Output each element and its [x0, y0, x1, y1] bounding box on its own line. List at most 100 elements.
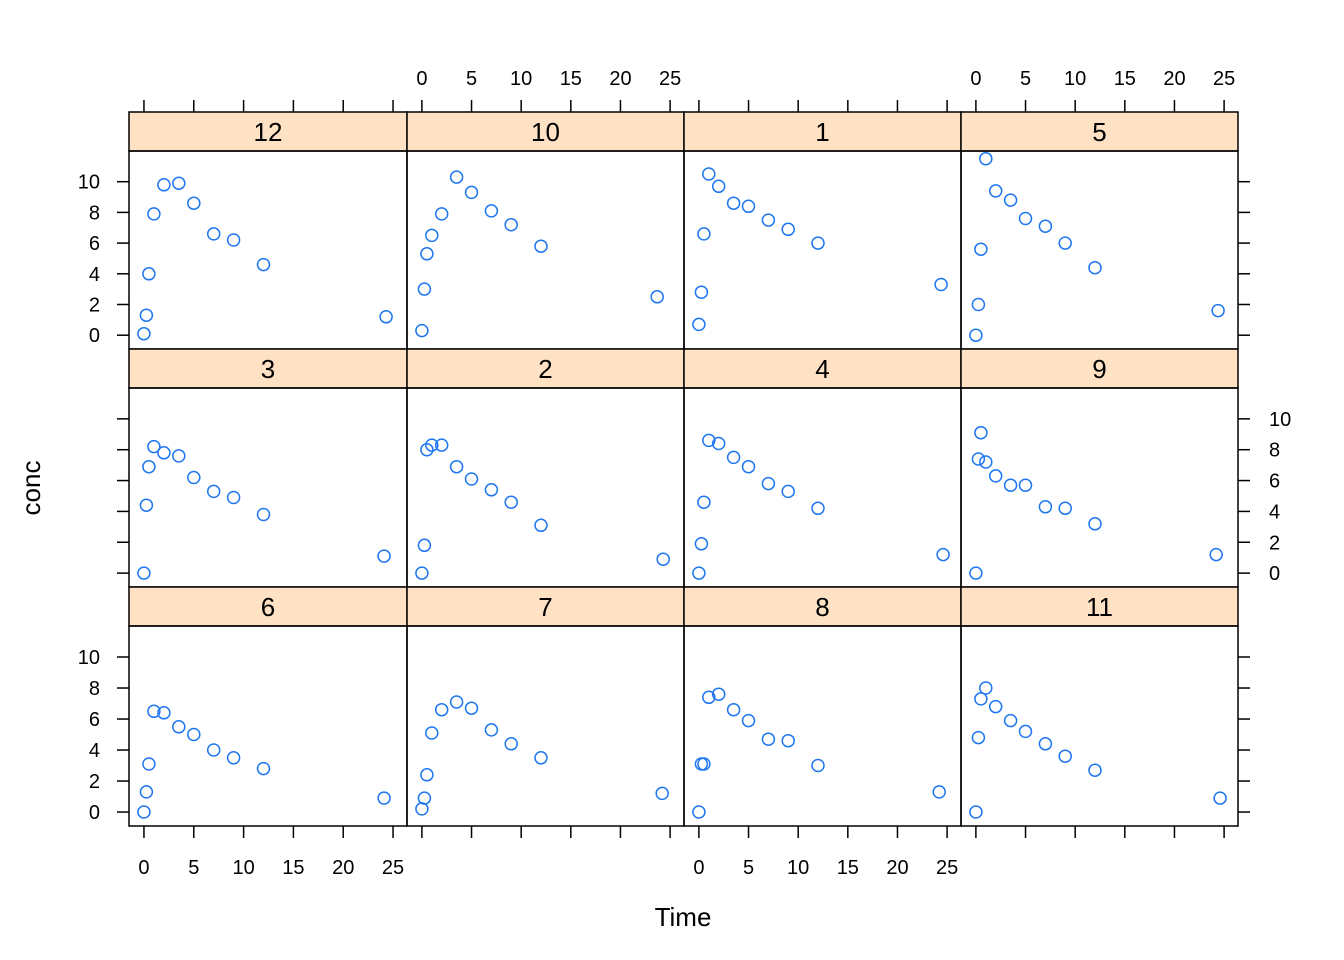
- data-point: [415, 566, 429, 580]
- data-point: [137, 326, 151, 341]
- data-point: [504, 737, 518, 751]
- y-tick-label-left: 6: [89, 709, 100, 731]
- data-point: [415, 802, 429, 816]
- data-point: [464, 701, 479, 715]
- data-point: [534, 239, 548, 253]
- data-point: [187, 470, 201, 485]
- strip-background: [683, 586, 962, 627]
- data-point: [1018, 211, 1033, 226]
- data-point: [656, 552, 670, 566]
- data-point: [1088, 260, 1102, 275]
- data-point: [434, 438, 449, 452]
- panel-6: 6: [128, 586, 408, 827]
- x-tick-label-bottom: 5: [743, 857, 754, 879]
- y-tick-label-left: 4: [89, 740, 100, 762]
- data-point: [702, 690, 716, 705]
- data-point: [157, 178, 171, 192]
- y-tick-label-left: 2: [89, 294, 100, 316]
- data-point: [504, 217, 518, 232]
- y-tick-label-left: 6: [89, 233, 100, 255]
- data-point: [1211, 303, 1225, 318]
- data-point: [811, 758, 825, 773]
- strip-background: [406, 111, 685, 152]
- data-point: [811, 236, 825, 250]
- strip-label: 12: [254, 117, 283, 147]
- data-point: [1213, 791, 1227, 805]
- panel-12: 12: [128, 111, 408, 350]
- data-point: [157, 706, 171, 720]
- strip-label: 2: [538, 354, 552, 384]
- y-tick-label-left: 10: [78, 647, 100, 669]
- data-point: [434, 207, 449, 221]
- strip-background: [406, 348, 685, 389]
- data-point: [741, 459, 756, 474]
- data-point: [781, 484, 795, 499]
- data-point: [934, 277, 948, 292]
- data-point: [1038, 737, 1053, 751]
- x-tick-label-top: 20: [609, 68, 631, 90]
- data-point: [988, 469, 1003, 483]
- data-point: [988, 699, 1003, 714]
- data-point: [1058, 749, 1072, 763]
- panels: 12 10 1 5 3 2 4 9 6 7 8 11: [128, 111, 1239, 827]
- data-point: [449, 170, 464, 184]
- panel-9: 9: [960, 348, 1239, 588]
- data-point: [417, 282, 432, 296]
- data-point: [711, 687, 726, 701]
- x-tick-label-bottom: 20: [886, 857, 908, 879]
- data-point: [969, 328, 983, 342]
- data-point: [425, 726, 439, 740]
- y-tick-label-right: 10: [1269, 409, 1291, 431]
- data-point: [256, 507, 271, 522]
- y-tick-label-left: 0: [89, 802, 100, 824]
- data-point: [936, 547, 950, 562]
- data-point: [172, 720, 186, 734]
- x-tick-label-top: 25: [659, 68, 681, 90]
- data-point: [726, 450, 741, 465]
- data-point: [147, 207, 161, 221]
- panel-frame: [683, 150, 962, 350]
- data-point: [187, 727, 201, 742]
- data-point: [697, 495, 711, 509]
- data-point: [206, 743, 221, 757]
- data-point: [741, 713, 756, 728]
- data-point: [137, 805, 151, 819]
- data-point: [484, 723, 499, 737]
- panel-frame: [128, 625, 408, 827]
- data-point: [226, 233, 241, 247]
- data-point: [781, 733, 795, 748]
- x-tick-label-bottom: 0: [138, 857, 149, 879]
- data-point: [206, 227, 221, 241]
- data-point: [1088, 517, 1102, 531]
- y-tick-label-left: 8: [89, 202, 100, 224]
- data-point: [142, 459, 156, 474]
- data-point: [697, 227, 711, 241]
- strip-label: 9: [1092, 354, 1106, 384]
- data-point: [650, 290, 664, 304]
- data-point: [139, 308, 154, 322]
- x-axis-title: Time: [655, 902, 712, 932]
- panel-frame: [128, 387, 408, 588]
- data-point: [971, 297, 986, 312]
- panel-8: 8: [683, 586, 962, 827]
- y-axis-title: conc: [16, 461, 46, 516]
- data-point: [534, 518, 548, 533]
- strip-background: [960, 348, 1239, 389]
- panel-frame: [406, 387, 685, 588]
- data-point: [1018, 478, 1033, 492]
- data-point: [147, 439, 161, 454]
- panel-frame: [960, 150, 1239, 350]
- y-tick-label-left: 8: [89, 678, 100, 700]
- strip-label: 3: [261, 354, 275, 384]
- x-tick-label-top: 0: [970, 68, 981, 90]
- x-tick-label-top: 15: [1114, 68, 1136, 90]
- data-point: [172, 176, 186, 190]
- data-point: [988, 184, 1003, 198]
- panel-3: 3: [128, 348, 408, 588]
- data-point: [974, 425, 988, 440]
- x-tick-label-top: 10: [510, 68, 532, 90]
- data-point: [142, 267, 156, 281]
- data-point: [974, 242, 988, 256]
- data-point: [147, 704, 161, 719]
